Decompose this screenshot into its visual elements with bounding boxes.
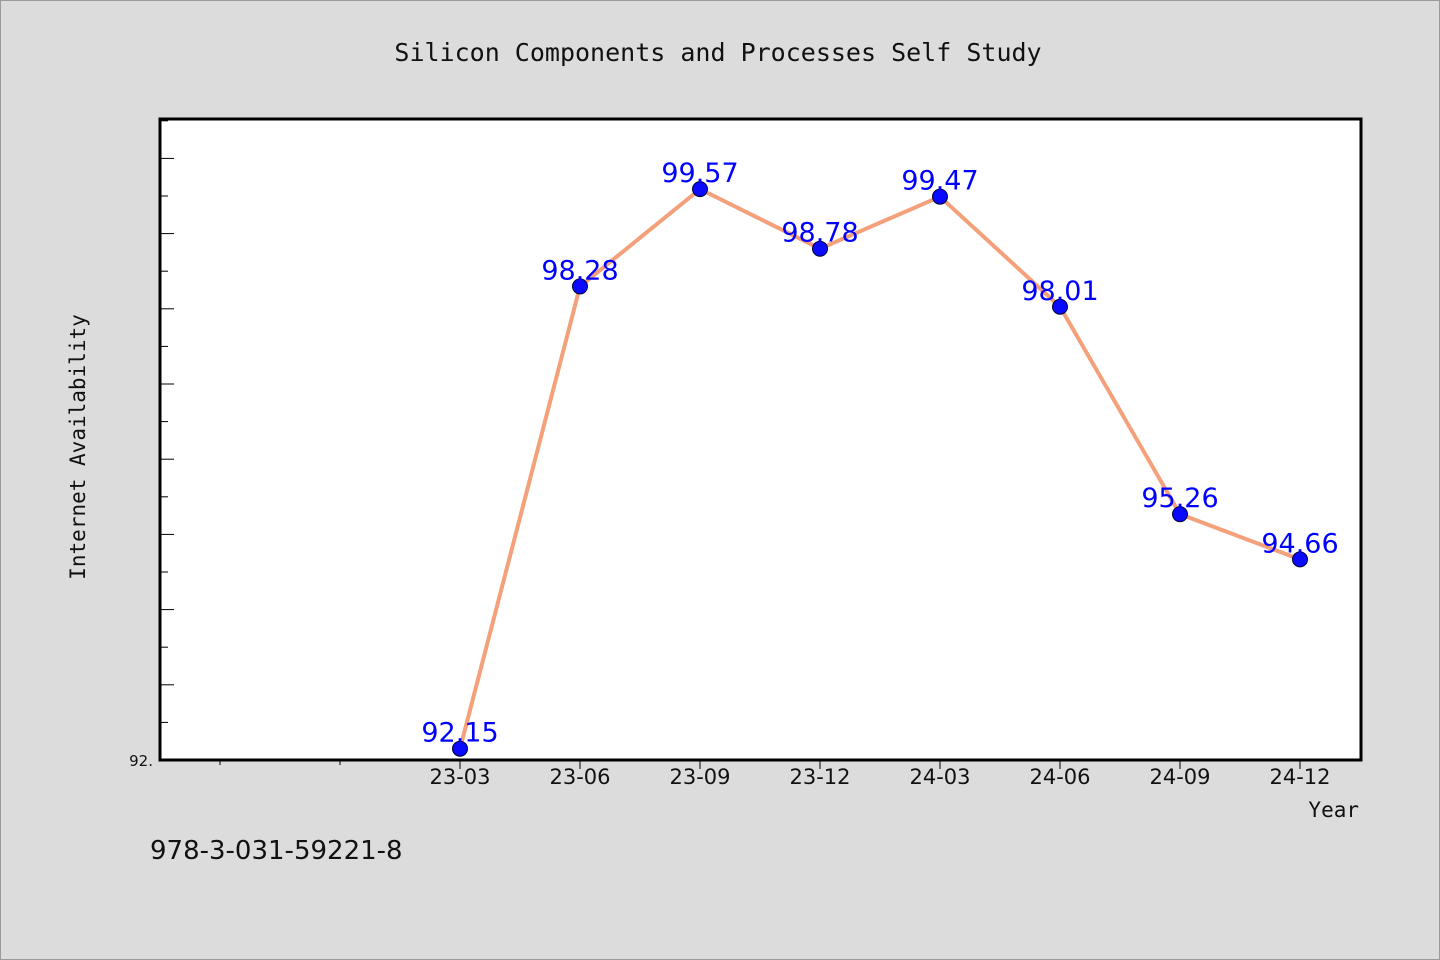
- x-tick-label: 23-03: [429, 765, 490, 789]
- x-tick-label: 24-06: [1029, 765, 1090, 789]
- data-point: [452, 740, 468, 757]
- x-tick-label: 23-06: [549, 765, 610, 789]
- plot-area: [158, 117, 1363, 762]
- data-label: 95.26: [1141, 483, 1218, 514]
- isbn-text: 978-3-031-59221-8: [150, 836, 403, 866]
- data-label: 99.57: [661, 158, 738, 189]
- data-label: 92.15: [421, 718, 498, 749]
- y-axis-label: Internet Availability: [66, 314, 90, 580]
- data-point: [812, 240, 828, 257]
- x-tick-label: 23-12: [789, 765, 850, 789]
- data-point: [932, 188, 948, 205]
- series-layer: 92.15 98.28 99.57 98.78 99.47 98.01 95.26 94.66: [421, 158, 1339, 757]
- x-axis-ticks: [459, 761, 1301, 769]
- chart-title: Silicon Components and Processes Self St…: [394, 38, 1041, 67]
- y-axis-ticks: [160, 120, 174, 761]
- x-tick-label: 24-03: [909, 765, 970, 789]
- data-label: 98.28: [541, 255, 618, 286]
- data-point: [692, 181, 708, 198]
- data-point: [572, 278, 588, 295]
- x-tick-label: 23-09: [669, 765, 730, 789]
- x-tick-labels: 23-03 23-06 23-09 23-12 24-03 24-06 24-09 24-12: [429, 765, 1330, 789]
- data-label: 99.47: [901, 166, 978, 197]
- data-label: 98.01: [1021, 276, 1098, 307]
- x-tick-label: 24-09: [1149, 765, 1210, 789]
- data-label: 98.78: [781, 218, 858, 249]
- data-point: [1052, 298, 1068, 315]
- data-point: [1292, 551, 1308, 568]
- series-line: [458, 187, 1301, 750]
- y-tick-label: 92.: [129, 752, 153, 770]
- x-axis-minor-ticks: [219, 761, 341, 765]
- data-label: 94.66: [1261, 528, 1338, 559]
- x-tick-label: 24-12: [1269, 765, 1330, 789]
- x-axis-label: Year: [1308, 798, 1359, 822]
- data-point: [1172, 506, 1188, 523]
